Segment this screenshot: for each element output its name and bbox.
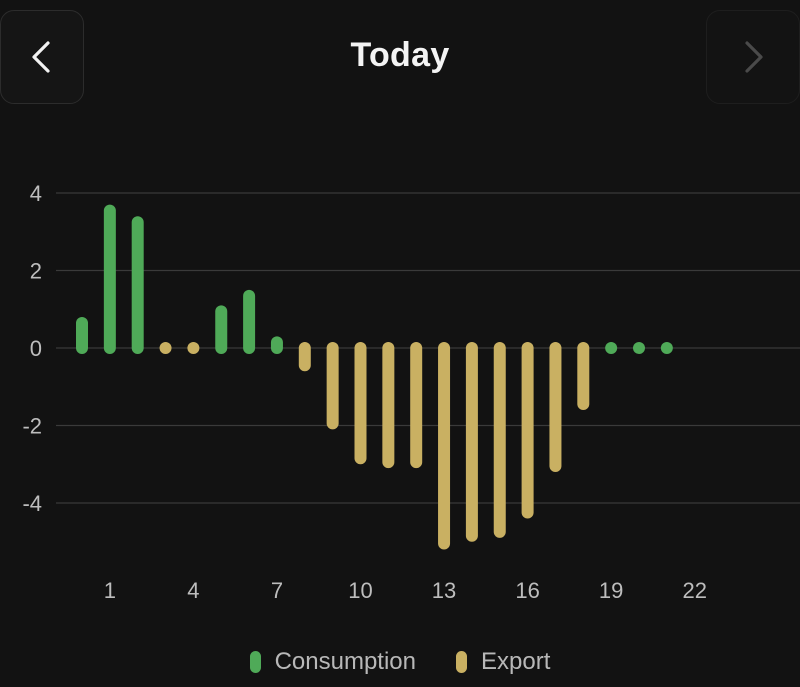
x-tick-label: 1 [104, 578, 116, 603]
bar-consumption-2[interactable] [131, 216, 144, 354]
bar-export-3[interactable] [159, 342, 172, 354]
bar-export-10[interactable] [354, 342, 367, 465]
bar-consumption-6[interactable] [243, 289, 256, 354]
y-tick-label: -4 [22, 491, 42, 516]
bar-export-18[interactable] [577, 342, 590, 410]
bar-consumption-5[interactable] [215, 305, 228, 354]
y-tick-label: 4 [30, 181, 42, 206]
export-swatch [456, 651, 468, 673]
bar-consumption-19[interactable] [605, 342, 618, 354]
bar-consumption-20[interactable] [633, 342, 645, 354]
bar-consumption-21[interactable] [660, 342, 673, 354]
y-tick-label: 0 [30, 336, 42, 361]
page-title: Today [350, 36, 450, 74]
bar-export-4[interactable] [187, 342, 200, 354]
bar-export-11[interactable] [382, 342, 395, 469]
consumption-swatch [249, 651, 261, 673]
chart-grid [56, 192, 800, 504]
x-tick-label: 7 [271, 578, 283, 603]
x-tick-label: 22 [682, 578, 706, 603]
x-tick-label: 13 [432, 578, 456, 603]
legend-item-export[interactable]: Export [456, 648, 550, 676]
bar-consumption-7[interactable] [270, 336, 283, 354]
bar-export-17[interactable] [549, 342, 562, 472]
chevron-left-icon [32, 41, 50, 73]
bar-export-9[interactable] [326, 342, 339, 430]
chevron-right-icon [745, 41, 763, 73]
chart-bars [76, 204, 673, 550]
x-tick-label: 16 [515, 578, 539, 603]
y-tick-label: 2 [30, 259, 42, 284]
bar-export-14[interactable] [465, 342, 478, 542]
y-axis-ticks: 4 2 0 -2 -4 [22, 181, 42, 516]
x-axis-ticks: 1 4 7 10 13 16 19 22 [104, 578, 707, 603]
bar-export-15[interactable] [493, 342, 506, 538]
y-tick-label: -2 [22, 414, 42, 439]
bar-export-13[interactable] [438, 342, 451, 550]
previous-day-button[interactable] [0, 10, 84, 104]
bar-export-16[interactable] [521, 342, 534, 519]
bar-export-12[interactable] [410, 342, 423, 469]
bar-consumption-1[interactable] [103, 204, 116, 354]
legend-item-consumption[interactable]: Consumption [249, 648, 417, 676]
x-tick-label: 19 [599, 578, 623, 603]
bar-export-8[interactable] [298, 342, 311, 372]
energy-bar-chart: 4 2 0 -2 -4 1 4 7 10 13 16 19 22 [22, 181, 800, 603]
x-tick-label: 10 [348, 578, 372, 603]
bar-consumption-0[interactable] [76, 317, 88, 354]
legend-label-export: Export [481, 648, 551, 675]
chart-legend: Consumption Export [0, 648, 800, 676]
legend-label-consumption: Consumption [274, 648, 417, 675]
x-tick-label: 4 [187, 578, 199, 603]
next-day-button[interactable] [706, 10, 800, 104]
